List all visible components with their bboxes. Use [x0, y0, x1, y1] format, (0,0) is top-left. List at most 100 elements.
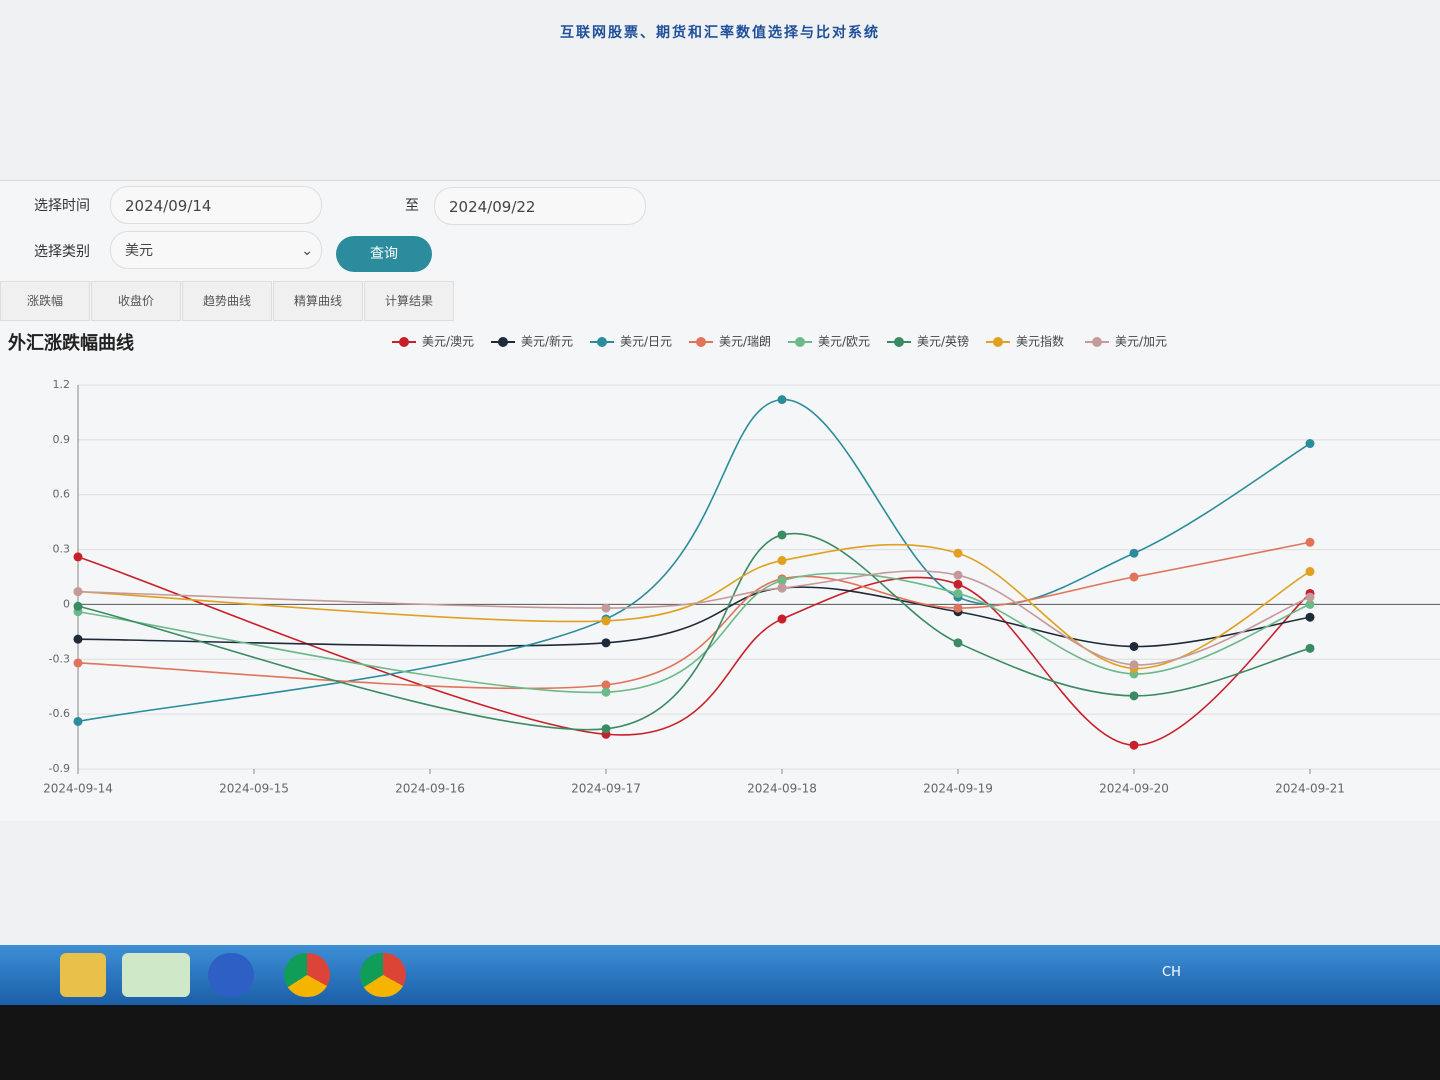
category-label: 选择类别	[34, 244, 90, 260]
series-line-bridge	[77, 556, 607, 736]
data-point	[1305, 439, 1315, 449]
chart: 外汇涨跌幅曲线 -0.9 -0.6 -0.3 0 0.3 0.6 0.9 1.2 2024-09…	[8, 332, 1440, 796]
tab[interactable]: 精算曲线	[273, 281, 363, 321]
data-point	[601, 687, 611, 697]
data-point	[777, 395, 787, 405]
data-point	[601, 724, 611, 734]
to-label: 至	[405, 198, 419, 214]
legend-dot	[795, 337, 805, 347]
legend-dot	[696, 337, 706, 347]
select-arrow: ⌄	[301, 243, 313, 259]
x-tick-label: 2024-09-17	[571, 782, 641, 796]
y-tick-label: 0	[63, 597, 70, 610]
tab[interactable]: 趋势曲线	[182, 281, 272, 321]
data-point	[1129, 572, 1139, 582]
time-label: 选择时间	[34, 198, 90, 214]
legend-dot	[993, 337, 1003, 347]
series-line-bridge	[77, 638, 607, 647]
series-line	[605, 576, 1311, 747]
query-button[interactable]: 查询	[336, 236, 432, 272]
legend-dot	[894, 337, 904, 347]
series-line-bridge	[77, 590, 607, 609]
data-point	[73, 634, 83, 644]
y-tick-label: 1.2	[53, 378, 71, 391]
data-point	[1129, 740, 1139, 750]
data-point	[1305, 612, 1315, 622]
legend-dot	[399, 337, 409, 347]
data-point	[1129, 660, 1139, 670]
data-point	[953, 603, 963, 613]
data-point	[601, 603, 611, 613]
legend-dot	[1092, 337, 1102, 347]
data-point	[1305, 592, 1315, 602]
x-tick-label: 2024-09-19	[923, 782, 993, 796]
legend-label: 美元/欧元	[818, 335, 870, 349]
legend-label: 美元/英镑	[917, 334, 969, 349]
data-point	[73, 601, 83, 611]
legend-dot	[597, 337, 607, 347]
page-title: 互联网股票、期货和汇率数值选择与比对系统	[560, 25, 880, 41]
tab-bar: 涨跌幅 收盘价 趋势曲线 精算曲线 计算结果	[0, 281, 455, 321]
y-tick-label: -0.3	[49, 652, 70, 665]
x-tick-label: 2024-09-20	[1099, 782, 1169, 796]
data-point	[953, 548, 963, 558]
category-select[interactable]: 美元 ⌄	[110, 231, 322, 269]
data-point	[73, 552, 83, 562]
tab[interactable]: 计算结果	[364, 281, 454, 321]
data-point	[1305, 537, 1315, 547]
x-tick-label: 2024-09-21	[1275, 782, 1345, 796]
taskbar: CH	[0, 945, 1440, 1005]
data-point	[1305, 599, 1315, 609]
y-tick-label: 0.3	[53, 543, 71, 556]
legend-label: 美元/加元	[1115, 335, 1167, 349]
query-panel: 选择时间 2024/09/14 至 2024/09/22 选择类别 美元 ⌄ 查询…	[0, 180, 1440, 821]
series-line	[605, 398, 1311, 620]
x-tick-label: 2024-09-16	[395, 782, 465, 796]
y-tick-label: -0.9	[49, 762, 70, 775]
category-value: 美元	[125, 243, 153, 259]
data-point	[777, 614, 787, 624]
chrome-icon[interactable]	[360, 953, 406, 997]
series-line	[605, 532, 1311, 730]
data-point	[1305, 567, 1315, 577]
data-point	[777, 556, 787, 566]
legend-dot	[498, 337, 508, 347]
browser-icon[interactable]	[122, 953, 190, 997]
legend-label: 美元/日元	[620, 335, 672, 349]
data-point	[601, 638, 611, 648]
chrome-icon[interactable]	[284, 953, 330, 997]
tab[interactable]: 收盘价	[91, 281, 181, 321]
series-line	[605, 541, 1311, 686]
series-line-bridge	[77, 605, 607, 731]
legend: 美元/澳元 美元/新元 美元/日元 美元/瑞朗 美元/欧元 美元/英镑 美元指数 美元/加元	[392, 334, 1167, 349]
data-point	[1129, 641, 1139, 651]
series-line-bridge	[77, 618, 607, 723]
end-date-input[interactable]: 2024/09/22	[434, 187, 646, 225]
series-line-bridge	[77, 662, 607, 690]
x-tick-label: 2024-09-18	[747, 782, 817, 796]
legend-label: 美元/澳元	[422, 335, 474, 349]
legend-label: 美元/新元	[521, 334, 573, 349]
tab[interactable]: 涨跌幅	[0, 281, 90, 321]
folder-icon[interactable]	[60, 953, 106, 997]
data-point	[73, 587, 83, 597]
data-point	[777, 530, 787, 540]
data-point	[601, 616, 611, 626]
series-line-bridge	[77, 590, 607, 623]
data-point	[953, 570, 963, 580]
y-tick-label: 0.6	[53, 488, 71, 501]
legend-label: 美元指数	[1016, 334, 1064, 349]
data-point	[777, 576, 787, 586]
input-language[interactable]: CH	[1162, 965, 1181, 980]
data-point	[1129, 548, 1139, 558]
start-date-input[interactable]: 2024/09/14	[110, 186, 322, 224]
y-tick-label: 0.9	[53, 433, 71, 446]
chart-title: 外汇涨跌幅曲线	[8, 332, 134, 354]
data-point	[73, 716, 83, 726]
screen-bezel	[0, 1005, 1440, 1080]
flash-icon[interactable]	[208, 953, 254, 997]
y-tick-label: -0.6	[49, 707, 70, 720]
series-line-bridge	[77, 610, 607, 694]
data-point	[73, 658, 83, 668]
